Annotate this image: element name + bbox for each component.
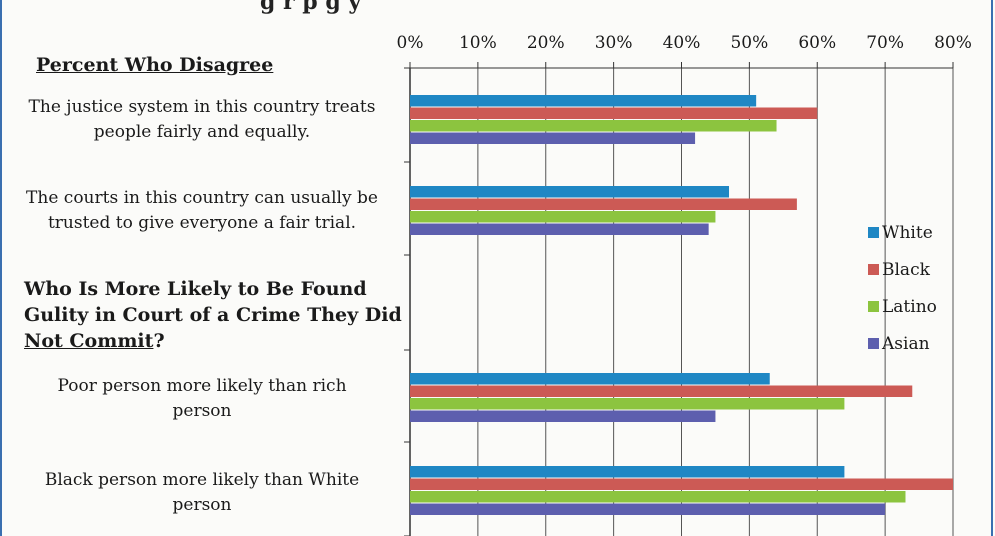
chart-title-cropped: g r p g y xyxy=(260,0,362,15)
heading-guilty-line3: Not Commit xyxy=(24,330,154,352)
legend-item-asian: Asian xyxy=(868,325,937,362)
x-tick-label: 20% xyxy=(526,33,565,53)
bar-latino-2 xyxy=(410,211,716,223)
bar-white-2 xyxy=(410,186,730,198)
heading-percent-disagree: Percent Who Disagree xyxy=(36,54,274,76)
legend-label: Latino xyxy=(882,296,937,317)
x-tick-label: 80% xyxy=(934,33,972,53)
bar-black-1 xyxy=(410,107,818,119)
legend-label: Black xyxy=(882,259,930,280)
legend-swatch xyxy=(868,338,879,349)
heading-guilty-line3-wrap: Not Commit? xyxy=(24,328,165,354)
category-label: people fairly and equally. xyxy=(93,122,311,142)
category-label: Poor person more likely than rich xyxy=(57,376,347,396)
bar-asian-4 xyxy=(410,503,886,515)
x-tick-label: 50% xyxy=(730,33,769,53)
bar-asian-2 xyxy=(410,223,709,235)
legend-swatch xyxy=(868,264,879,275)
category-label: trusted to give everyone a fair trial. xyxy=(47,213,357,233)
bar-latino-1 xyxy=(410,120,777,132)
heading-guilty-line2: Gulity in Court of a Crime They Did xyxy=(24,304,402,326)
legend-swatch xyxy=(868,227,879,238)
x-tick-label: 60% xyxy=(798,33,837,53)
bar-latino-4 xyxy=(410,491,906,503)
category-label: Black person more likely than White xyxy=(44,470,360,490)
x-tick-label: 70% xyxy=(866,33,905,53)
bar-asian-1 xyxy=(410,132,696,144)
legend-item-latino: Latino xyxy=(868,288,937,325)
bar-white-3 xyxy=(410,373,770,385)
bar-black-4 xyxy=(410,478,953,490)
category-label: person xyxy=(172,401,232,421)
legend-item-white: White xyxy=(868,214,937,251)
category-label: The justice system in this country treat… xyxy=(28,97,376,117)
legend-label: White xyxy=(882,222,933,243)
heading-guilty-qmark: ? xyxy=(153,330,165,352)
category-label: The courts in this country can usually b… xyxy=(26,188,378,208)
legend-label: Asian xyxy=(882,333,930,354)
category-label: person xyxy=(172,495,232,515)
x-tick-label: 40% xyxy=(662,33,701,53)
heading-guilty-line1: Who Is More Likely to Be Found xyxy=(24,278,367,300)
legend-item-black: Black xyxy=(868,251,937,288)
legend: White Black Latino Asian xyxy=(868,214,937,362)
bar-black-2 xyxy=(410,198,797,210)
bar-latino-3 xyxy=(410,398,845,410)
bar-asian-3 xyxy=(410,410,716,422)
x-tick-label: 0% xyxy=(396,33,424,53)
x-tick-label: 30% xyxy=(594,33,633,53)
bar-black-3 xyxy=(410,385,913,397)
bar-white-4 xyxy=(410,466,845,478)
legend-swatch xyxy=(868,301,879,312)
x-tick-label: 10% xyxy=(458,33,497,53)
bar-white-1 xyxy=(410,95,757,107)
